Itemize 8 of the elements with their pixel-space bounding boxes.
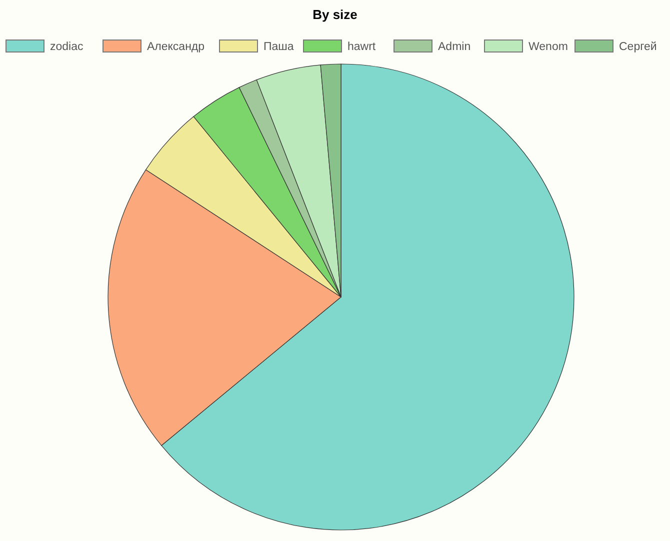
chart-title: By size [312,7,358,22]
legend-label: hawrt [348,41,376,53]
legend-label: Сергей [619,41,657,53]
legend-label: zodiac [50,41,84,53]
legend-label: Admin [438,41,471,53]
legend-label: Паша [264,41,294,53]
legend-label: Wenom [528,41,568,53]
legend-label: Александр [147,41,205,53]
